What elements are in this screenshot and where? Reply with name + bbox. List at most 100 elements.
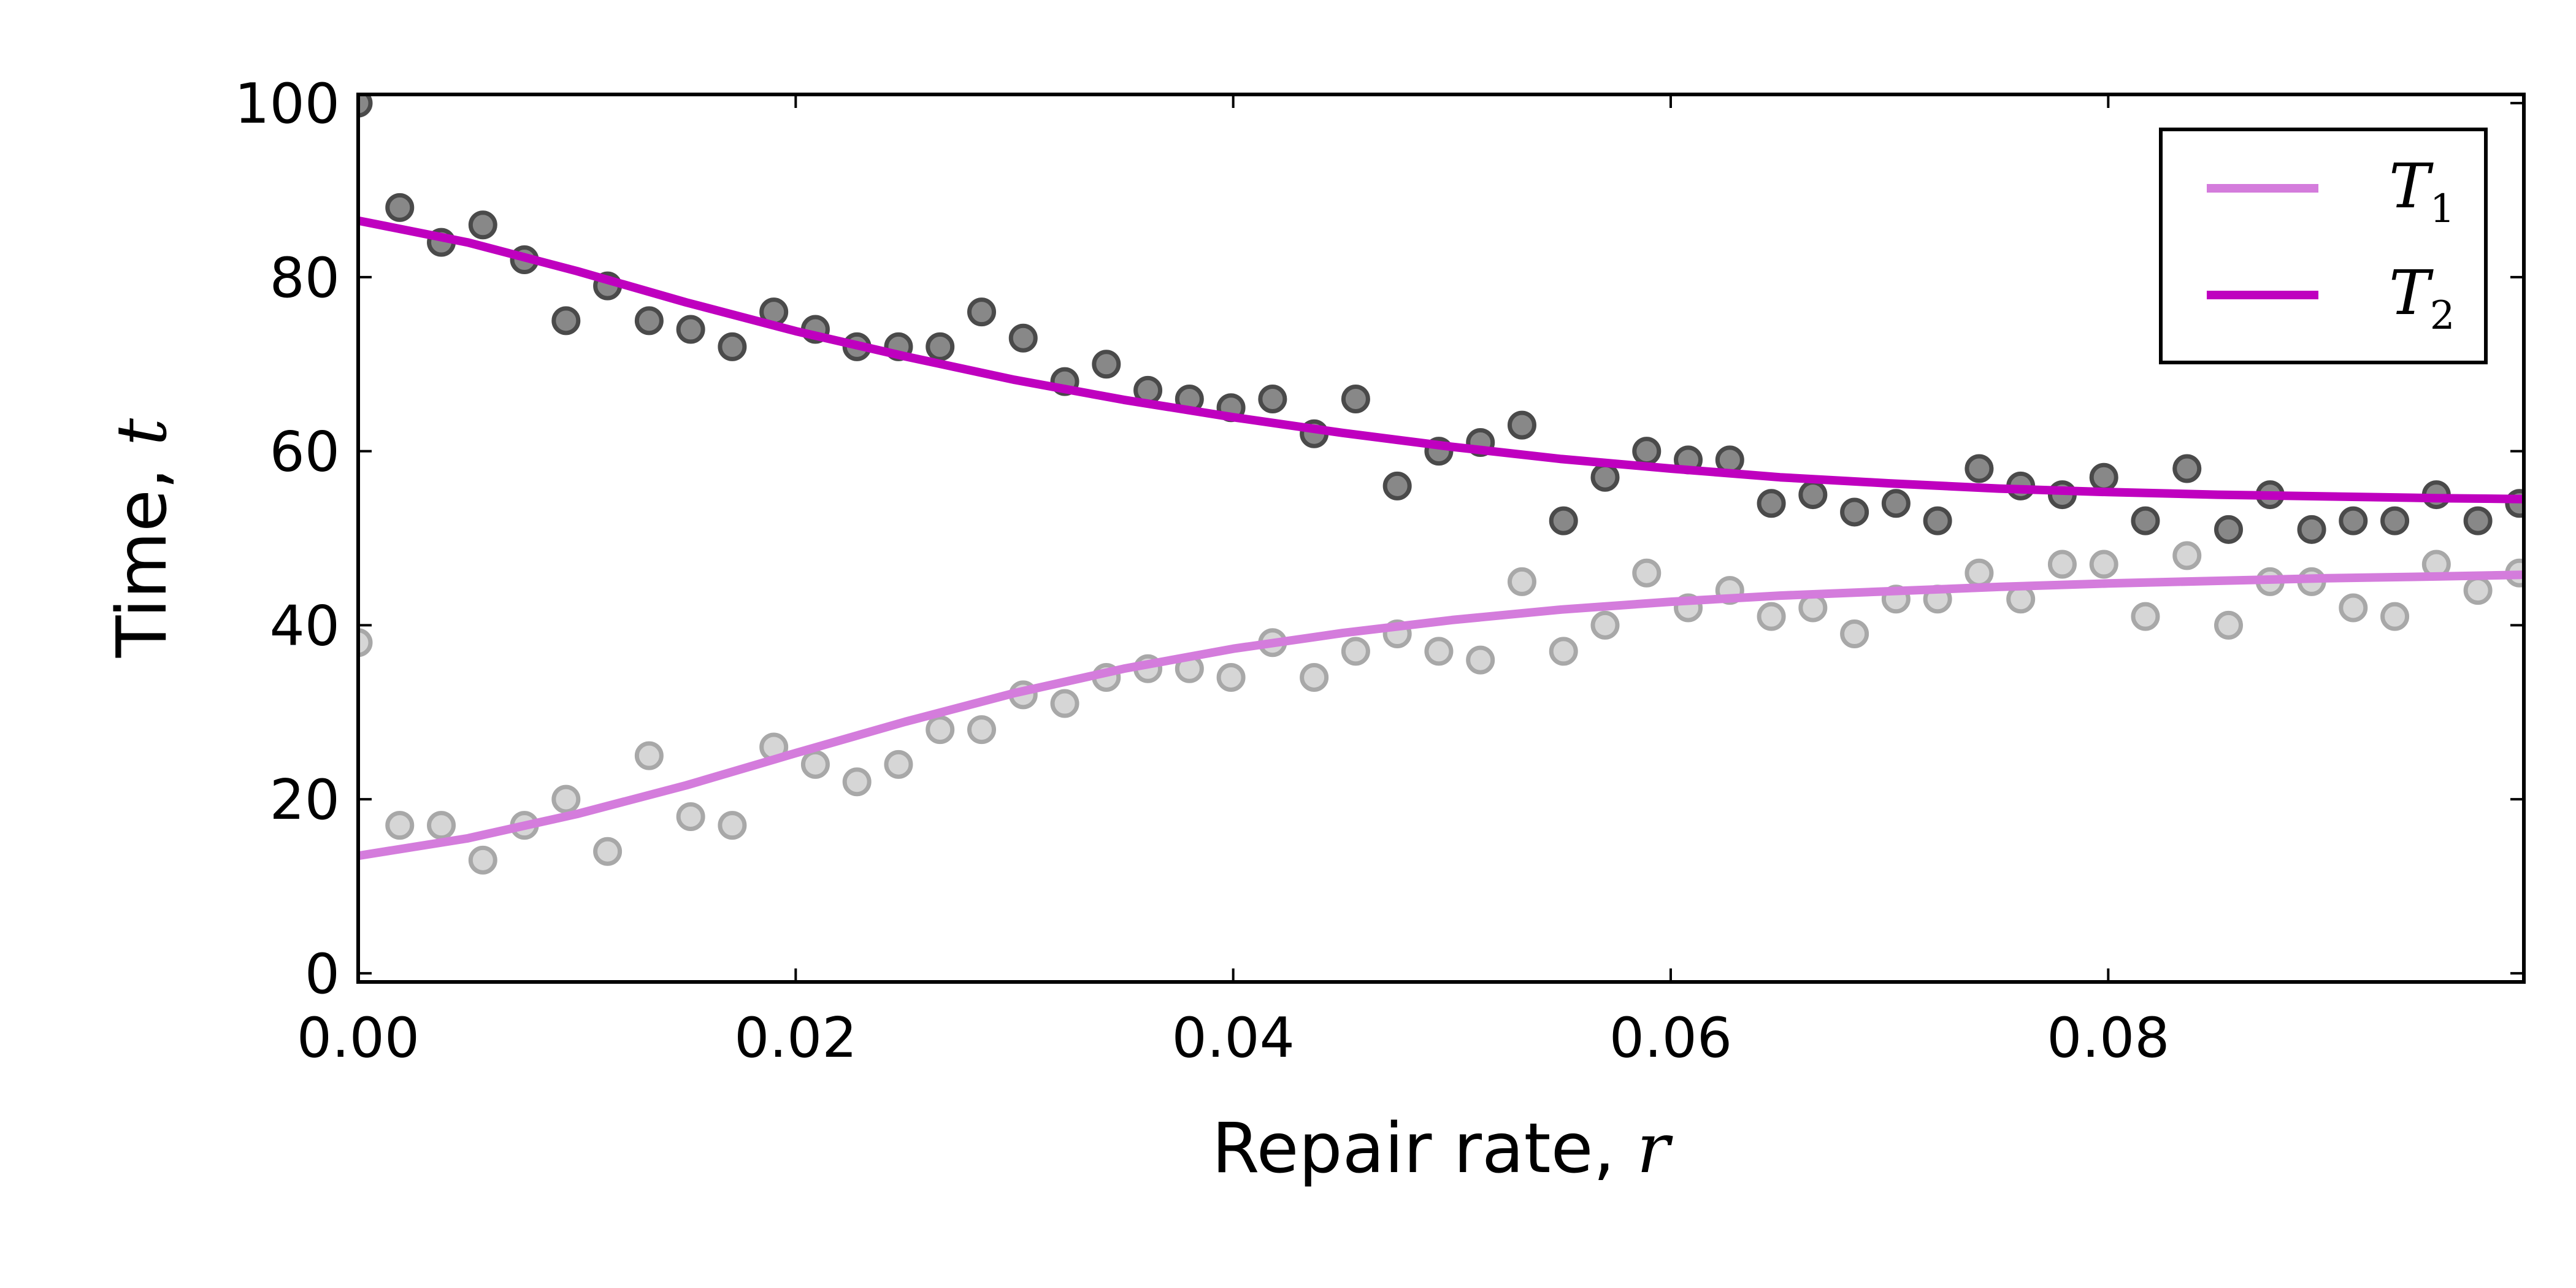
data-point-t1 — [593, 837, 623, 866]
data-point-t2 — [1507, 410, 1536, 440]
data-point-t2 — [385, 193, 415, 222]
data-point-t1 — [1549, 637, 1578, 666]
legend-label-t2: T2 — [2389, 257, 2455, 339]
data-point-t2 — [2214, 515, 2243, 544]
data-point-t2 — [676, 315, 705, 344]
data-point-t2 — [468, 210, 497, 240]
y-tick-label: 20 — [269, 768, 340, 832]
plot-area — [358, 94, 2524, 875]
data-point-t1 — [926, 715, 955, 745]
data-point-t2 — [967, 297, 996, 327]
data-point-t2 — [1757, 489, 1786, 518]
data-point-t1 — [2172, 541, 2202, 570]
data-point-t2 — [718, 332, 747, 361]
data-point-t2 — [1632, 437, 1662, 466]
legend-label-t1: T1 — [2389, 150, 2455, 232]
data-point-t1 — [468, 845, 497, 875]
data-point-t1 — [358, 628, 373, 657]
x-axis-label-text: Repair rate, — [1212, 1109, 1637, 1189]
fit-line-t1 — [358, 570, 2524, 861]
data-point-t1 — [2339, 593, 2368, 623]
data-point-t2 — [1923, 506, 1952, 535]
x-tick-label: 0.08 — [2047, 1006, 2169, 1070]
data-point-t2 — [358, 94, 373, 118]
y-axis-label-variable: t — [102, 418, 182, 446]
x-tick-label: 0.06 — [1609, 1006, 1732, 1070]
data-point-t2 — [1881, 489, 1911, 518]
data-point-t1 — [1632, 558, 1662, 588]
data-point-t1 — [1757, 602, 1786, 631]
data-point-t1 — [1798, 593, 1828, 623]
data-point-t1 — [1424, 637, 1454, 666]
data-point-t1 — [1300, 662, 1329, 692]
data-point-t2 — [1092, 350, 1121, 379]
data-point-t2 — [1341, 385, 1370, 414]
data-point-t2 — [1008, 323, 1038, 353]
y-tick-label: 100 — [234, 72, 340, 136]
data-point-t1 — [1466, 645, 1495, 675]
data-point-t1 — [1590, 610, 1620, 640]
data-point-t1 — [1050, 689, 1079, 718]
data-point-t2 — [2172, 454, 2202, 483]
data-point-t2 — [2339, 506, 2368, 535]
x-tick-label: 0.02 — [734, 1006, 857, 1070]
data-point-t1 — [385, 811, 415, 840]
y-tick-label: 80 — [269, 246, 340, 310]
data-point-t2 — [1258, 385, 1287, 414]
data-point-t2 — [2089, 462, 2118, 492]
data-point-t2 — [1549, 506, 1578, 535]
data-point-t1 — [884, 749, 913, 779]
data-point-t1 — [1216, 662, 1246, 692]
data-point-t2 — [634, 306, 664, 335]
data-point-t2 — [551, 306, 581, 335]
data-point-t1 — [2214, 610, 2243, 640]
data-point-t1 — [2463, 576, 2493, 605]
plot-frame — [356, 93, 2526, 984]
data-point-t1 — [1840, 619, 1869, 649]
legend-box — [2159, 128, 2488, 364]
data-point-t1 — [551, 784, 581, 814]
data-point-t2 — [1840, 497, 1869, 527]
data-point-t1 — [676, 802, 705, 831]
tick-marks — [357, 94, 2524, 982]
data-point-t1 — [1341, 637, 1370, 666]
data-point-t1 — [2131, 602, 2160, 631]
data-point-t2 — [2131, 506, 2160, 535]
legend-label-t1-base: T — [2389, 150, 2434, 222]
data-point-t2 — [2463, 506, 2493, 535]
data-point-t1 — [634, 741, 664, 770]
data-point-t2 — [926, 332, 955, 361]
x-axis-label: Repair rate, r — [1212, 1109, 1674, 1189]
data-point-t1 — [718, 811, 747, 840]
y-tick-label: 0 — [305, 942, 340, 1006]
y-tick-label: 40 — [269, 594, 340, 658]
y-axis-label: Time, t — [102, 418, 182, 658]
data-point-t1 — [1507, 567, 1536, 596]
legend-label-t1-sub: 1 — [2430, 186, 2455, 232]
data-point-t1 — [842, 767, 872, 797]
data-point-t1 — [2380, 602, 2410, 631]
x-tick-label: 0.04 — [1171, 1006, 1294, 1070]
data-point-t1 — [427, 811, 456, 840]
legend-label-t2-base: T — [2389, 257, 2434, 329]
fit-line-t2 — [358, 216, 2524, 504]
data-point-t1 — [2089, 550, 2118, 579]
data-point-t2 — [1965, 454, 1994, 483]
data-point-t2 — [2380, 506, 2410, 535]
x-tick-label: 0.00 — [297, 1006, 420, 1070]
data-point-t2 — [2297, 515, 2326, 544]
data-point-t1 — [967, 715, 996, 745]
data-point-t1 — [1965, 558, 1994, 588]
legend: T1 T2 — [2159, 128, 2488, 364]
y-tick-label: 60 — [269, 420, 340, 485]
x-axis-label-variable: r — [1637, 1109, 1674, 1189]
tick-labels: 0.00 0.02 0.04 0.06 0.08 0 20 40 60 80 100 — [234, 72, 2169, 1070]
data-point-t2 — [1798, 480, 1828, 510]
y-axis-label-text: Time, — [102, 446, 182, 658]
legend-label-t2-sub: 2 — [2430, 293, 2455, 339]
data-point-t1 — [800, 749, 830, 779]
data-point-t1 — [2047, 550, 2077, 579]
data-point-t2 — [1382, 471, 1412, 500]
data-point-t2 — [1590, 462, 1620, 492]
